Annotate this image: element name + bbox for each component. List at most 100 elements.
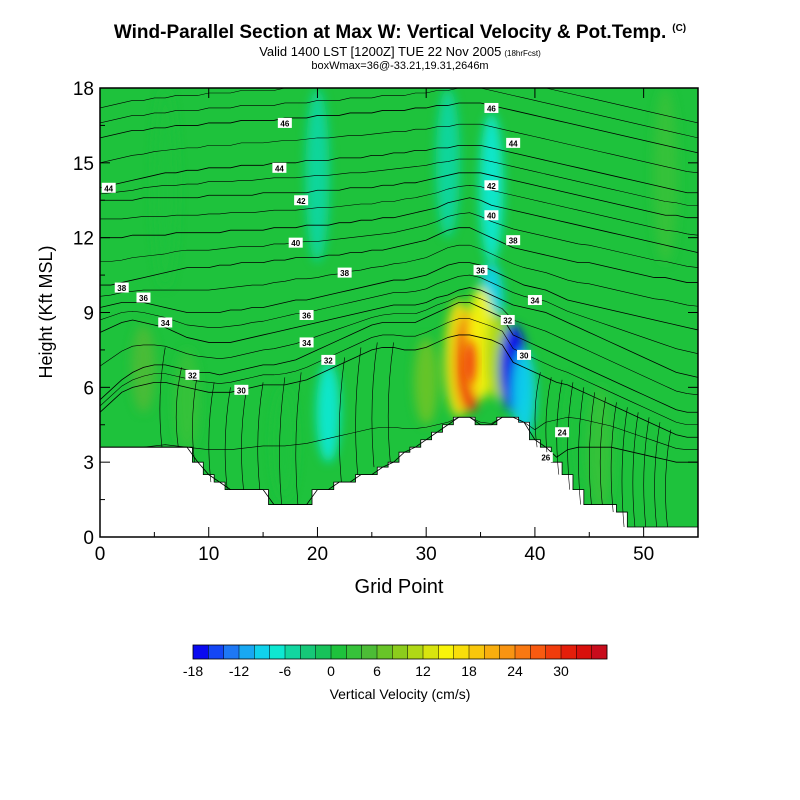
colorbar-swatch — [377, 645, 393, 659]
isentrope-steep — [295, 372, 302, 505]
contour-label-box — [473, 265, 488, 276]
contour-label: 24 — [555, 427, 570, 438]
contour-label: 46 — [277, 117, 292, 128]
contour-label-box — [299, 337, 314, 348]
contour-label: 46 — [484, 102, 499, 113]
contour-label-text: 36 — [476, 267, 485, 276]
contour-label-text: 44 — [275, 164, 284, 173]
y-tick-label: 3 — [83, 453, 94, 474]
isentrope-steep — [355, 347, 362, 475]
contour-label-text: 40 — [487, 212, 496, 221]
contour-label-box — [299, 309, 314, 320]
isentrope-minor — [100, 244, 698, 307]
isentrope-44 — [100, 144, 698, 194]
colorbar-swatch — [407, 645, 424, 659]
colorbar-swatch — [254, 645, 270, 659]
contour-label-box — [506, 137, 521, 148]
contour-label-text: 32 — [188, 371, 197, 380]
contour-label: 30 — [234, 384, 249, 395]
terrain — [100, 416, 698, 537]
contour-label-box — [288, 237, 303, 248]
colorbar-swatch — [545, 645, 562, 659]
colorbar-swatch — [285, 645, 301, 659]
x-tick-label: 50 — [633, 544, 654, 565]
contour-label: 42 — [484, 180, 499, 191]
contour-label-box — [158, 317, 173, 328]
isentrope-steep — [578, 387, 585, 505]
contour-label-box — [277, 117, 292, 128]
colorbar-swatch — [208, 645, 224, 659]
contour-label-box — [101, 182, 116, 193]
contour-label-text: 30 — [237, 386, 246, 395]
isentrope-steep — [175, 367, 182, 448]
contour-label: 36 — [473, 265, 488, 276]
velocity-cell — [566, 374, 591, 488]
contour-label-box — [321, 354, 336, 365]
isentrope-minor — [100, 274, 698, 354]
colorbar-tick-label: 0 — [327, 663, 335, 679]
isentrope-26 — [100, 416, 698, 505]
contour-label-box — [538, 452, 553, 463]
chart-title-text: Wind-Parallel Section at Max W: Vertical… — [113, 22, 667, 43]
colorbar-swatch — [315, 645, 332, 659]
contour-label: 38 — [337, 267, 352, 278]
x-tick-label: 40 — [524, 544, 545, 565]
colorbar-tick-label: 6 — [373, 663, 381, 679]
velocity-cell — [588, 387, 613, 513]
contour-label-box — [555, 427, 570, 438]
velocity-cell — [653, 88, 678, 263]
contour-label-box — [506, 235, 521, 246]
contour-label: 26 — [538, 452, 553, 463]
colorbar-tick-label: 24 — [507, 663, 523, 679]
contour-label-box — [527, 295, 542, 306]
contour-label: 44 — [272, 162, 287, 173]
isentrope-steep — [208, 382, 215, 483]
x-tick-label: 20 — [307, 544, 328, 565]
colorbar-swatch — [515, 645, 531, 659]
contour-label: 34 — [527, 295, 542, 306]
contour-label: 40 — [484, 210, 499, 221]
x-tick-label: 0 — [95, 544, 106, 565]
contour-label-text: 38 — [117, 284, 126, 293]
colorbar-swatch — [392, 645, 408, 659]
colorbar-swatch — [438, 645, 454, 659]
contour-label-text: 40 — [291, 239, 300, 248]
velocity-cell — [174, 349, 199, 450]
isentrope-steep — [241, 387, 248, 490]
contour-label-text: 44 — [104, 184, 113, 193]
contour-label: 44 — [506, 137, 521, 148]
contour-label-text: 32 — [324, 356, 333, 365]
isentrope-steep — [534, 372, 541, 448]
contour-label: 30 — [517, 349, 532, 360]
isentrope-minor — [100, 416, 698, 450]
contour-label-text: 36 — [139, 294, 148, 303]
isentrope-steep — [589, 392, 596, 505]
contour-label-text: 30 — [520, 351, 529, 360]
y-tick-label: 15 — [73, 154, 94, 175]
colorbar-tick-label: -6 — [279, 663, 292, 679]
isentrope-contours — [100, 88, 698, 528]
isentrope-46 — [100, 102, 698, 154]
contour-label: 32 — [321, 354, 336, 365]
contour-label-box — [484, 102, 499, 113]
isentrope-steep — [224, 387, 231, 490]
isentrope-minor — [100, 158, 698, 206]
colorbar-frame — [192, 644, 608, 660]
isentrope-minor — [100, 294, 698, 396]
colorbar-swatch — [530, 645, 546, 659]
contour-label-box — [500, 314, 515, 325]
contour-label-text: 46 — [280, 119, 289, 128]
colorbar-label: Vertical Velocity (cm/s) — [330, 686, 471, 702]
y-tick-label: 0 — [83, 528, 94, 549]
contour-label-text: 34 — [530, 297, 539, 306]
contour-label: 38 — [114, 282, 129, 293]
contour-label-text: 34 — [302, 339, 311, 348]
contour-label: 32 — [185, 369, 200, 380]
contour-label: 38 — [506, 235, 521, 246]
y-tick-label: 18 — [73, 79, 94, 100]
contour-label-box — [114, 282, 129, 293]
colorbar-swatch — [269, 645, 286, 659]
contour-label-text: 38 — [509, 237, 518, 246]
contour-label-text: 24 — [558, 429, 567, 438]
